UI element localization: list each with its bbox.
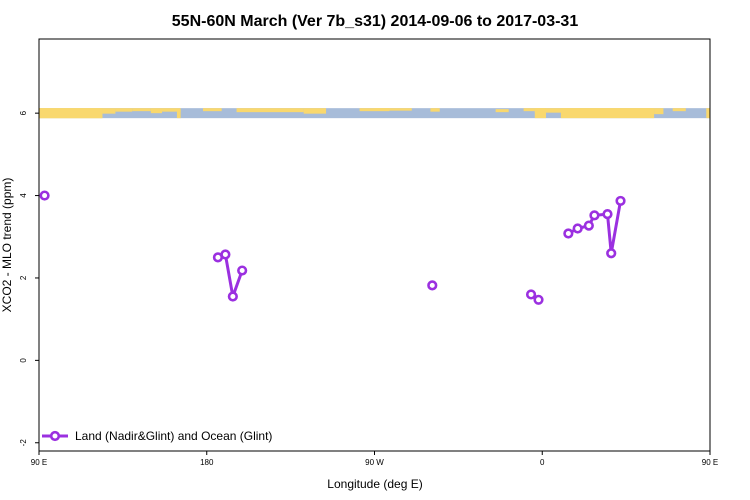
data-point [714,192,722,200]
x-tick-label: 90 E [702,458,718,467]
map-ocean [39,108,710,119]
data-point [615,195,626,207]
data-point [583,220,594,231]
map-land [374,108,412,111]
x-tick-label: 180 [200,458,214,467]
map-land [523,108,535,112]
map-land [162,108,181,112]
data-point [39,190,50,201]
map-land [176,110,181,119]
x-axis-label: Longitude (deg E) [327,477,422,491]
x-tick-label: 90 W [365,458,384,467]
x-tick-label: 90 E [31,458,47,467]
x-axis: 90 E 180 90 W 0 90 E [31,451,718,467]
map-land [672,108,686,112]
map-land [706,108,710,119]
data-point [227,291,238,302]
legend-label: Land (Nadir&Glint) and Ocean (Glint) [75,429,272,443]
data-point [427,280,438,291]
map-land [495,109,509,113]
data-point [572,223,583,234]
data-point [563,228,574,239]
legend: Land (Nadir&Glint) and Ocean (Glint) [42,429,272,443]
map-land [534,108,546,119]
data-point [589,210,600,221]
map-land [132,108,151,112]
y-axis: -2 0 2 4 6 [19,110,39,446]
y-tick-label: 0 [19,358,28,363]
map-land [560,108,655,119]
legend-marker [49,430,61,442]
map-land [236,108,304,113]
series-layer [39,190,722,305]
data-point [237,265,248,276]
y-tick-label: 4 [19,193,28,198]
map-land [719,108,750,111]
y-tick-label: -2 [19,439,28,447]
y-axis-label: XCO2 - MLO trend (ppm) [0,178,14,313]
data-point [606,248,617,259]
y-tick-label: 6 [19,110,28,115]
chart-title: 55N-60N March (Ver 7b_s31) 2014-09-06 to… [172,13,579,30]
y-tick-label: 2 [19,275,28,280]
map-land [102,108,116,114]
x-tick-label: 0 [540,458,545,467]
map-land [150,108,163,114]
world-map-strip [39,108,750,119]
map-land [203,108,222,112]
map-land [430,108,440,112]
map-land [115,108,133,112]
data-point [525,289,537,300]
data-point [220,249,231,260]
map-land [39,108,103,119]
map-land [303,108,327,114]
data-point [602,209,613,220]
map-land [654,108,664,115]
data-point [533,294,544,305]
